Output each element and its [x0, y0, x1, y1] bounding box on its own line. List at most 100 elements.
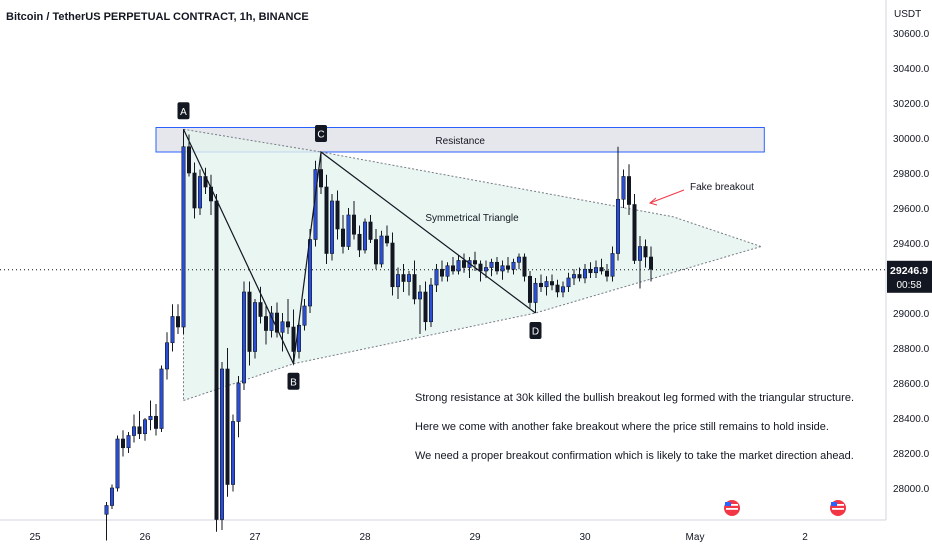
candle[interactable]: [434, 264, 439, 292]
candle[interactable]: [450, 257, 455, 275]
candle[interactable]: [351, 201, 356, 240]
candle[interactable]: [335, 190, 340, 240]
us-flag-icon[interactable]: [724, 500, 740, 516]
candle[interactable]: [643, 239, 648, 268]
candle[interactable]: [384, 225, 389, 247]
resistance-zone[interactable]: Resistance: [155, 127, 765, 153]
candle[interactable]: [582, 264, 587, 284]
triangle-upper-line[interactable]: [183, 128, 762, 247]
candle[interactable]: [417, 285, 422, 334]
candle[interactable]: [176, 304, 181, 334]
candle[interactable]: [439, 260, 444, 282]
candle[interactable]: [170, 304, 175, 352]
candle[interactable]: [516, 253, 521, 270]
candle[interactable]: [615, 146, 620, 261]
fake-breakout-arrow[interactable]: [649, 189, 685, 204]
candle[interactable]: [626, 164, 631, 215]
candle[interactable]: [428, 278, 433, 327]
candle[interactable]: [538, 274, 543, 293]
candle[interactable]: [115, 435, 120, 492]
swing-path[interactable]: [182, 128, 536, 366]
symbol-title[interactable]: Bitcoin / TetherUS PERPETUAL CONTRACT, 1…: [6, 11, 309, 23]
candle[interactable]: [500, 260, 505, 280]
candle[interactable]: [379, 230, 384, 268]
candle[interactable]: [192, 162, 197, 219]
candle[interactable]: [648, 246, 653, 282]
candle[interactable]: [143, 418, 148, 441]
candle[interactable]: [489, 258, 494, 277]
candle[interactable]: [247, 281, 252, 366]
candle[interactable]: [198, 169, 203, 216]
candle[interactable]: [214, 194, 219, 532]
candle[interactable]: [242, 281, 247, 391]
candle[interactable]: [511, 258, 516, 275]
candle[interactable]: [445, 262, 450, 282]
candle[interactable]: [632, 194, 637, 264]
candle[interactable]: [555, 279, 560, 298]
candle[interactable]: [571, 269, 576, 285]
candle[interactable]: [456, 255, 461, 275]
candle[interactable]: [231, 414, 236, 492]
candle[interactable]: [263, 306, 268, 345]
candle[interactable]: [461, 253, 466, 273]
candle[interactable]: [165, 332, 170, 380]
candles[interactable]: [104, 129, 653, 541]
candle[interactable]: [560, 281, 565, 298]
candle[interactable]: [483, 260, 488, 279]
candle[interactable]: [566, 272, 571, 292]
candle[interactable]: [390, 232, 395, 296]
candle[interactable]: [236, 376, 241, 438]
candle[interactable]: [593, 260, 598, 279]
candle[interactable]: [159, 365, 164, 433]
us-flag-icon[interactable]: [830, 500, 846, 516]
candle[interactable]: [533, 278, 538, 313]
time-axis[interactable]: 25 26 27 28 29 30 May 2: [29, 532, 808, 543]
candle[interactable]: [285, 299, 290, 334]
candle[interactable]: [604, 264, 609, 282]
candle[interactable]: [527, 271, 532, 308]
candle[interactable]: [253, 299, 258, 359]
candle[interactable]: [104, 502, 109, 541]
pivot-d[interactable]: D: [529, 322, 542, 339]
candle[interactable]: [373, 229, 378, 270]
candle[interactable]: [401, 264, 406, 292]
candle[interactable]: [362, 218, 367, 254]
candle[interactable]: [110, 484, 115, 510]
candle[interactable]: [225, 348, 230, 497]
candle[interactable]: [395, 267, 400, 300]
candle[interactable]: [137, 411, 142, 439]
candle[interactable]: [549, 274, 554, 291]
candle[interactable]: [132, 414, 137, 443]
candle[interactable]: [220, 362, 225, 530]
candle[interactable]: [505, 257, 510, 273]
candle[interactable]: [599, 258, 604, 275]
candle[interactable]: [588, 262, 593, 278]
candle[interactable]: [406, 271, 411, 296]
candle[interactable]: [148, 400, 153, 431]
candle[interactable]: [274, 302, 279, 338]
candle[interactable]: [577, 267, 582, 282]
candle[interactable]: [412, 260, 417, 305]
candle[interactable]: [324, 174, 329, 264]
current-price-tag[interactable]: [887, 260, 932, 293]
candle[interactable]: [329, 194, 334, 261]
candle[interactable]: [126, 432, 131, 453]
candle[interactable]: [621, 169, 626, 209]
candle[interactable]: [423, 281, 428, 331]
candle[interactable]: [154, 404, 159, 436]
candle[interactable]: [522, 253, 527, 282]
candle[interactable]: [181, 129, 186, 334]
pivot-b[interactable]: B: [287, 372, 300, 390]
candle[interactable]: [368, 215, 373, 243]
candle[interactable]: [318, 152, 323, 194]
candle[interactable]: [494, 257, 499, 275]
candle[interactable]: [637, 236, 642, 289]
candle[interactable]: [610, 246, 615, 282]
pivot-c[interactable]: C: [315, 125, 327, 142]
candle[interactable]: [121, 430, 126, 457]
candle[interactable]: [302, 299, 307, 331]
candle[interactable]: [346, 208, 351, 250]
candle[interactable]: [340, 215, 345, 254]
candle[interactable]: [544, 276, 549, 296]
